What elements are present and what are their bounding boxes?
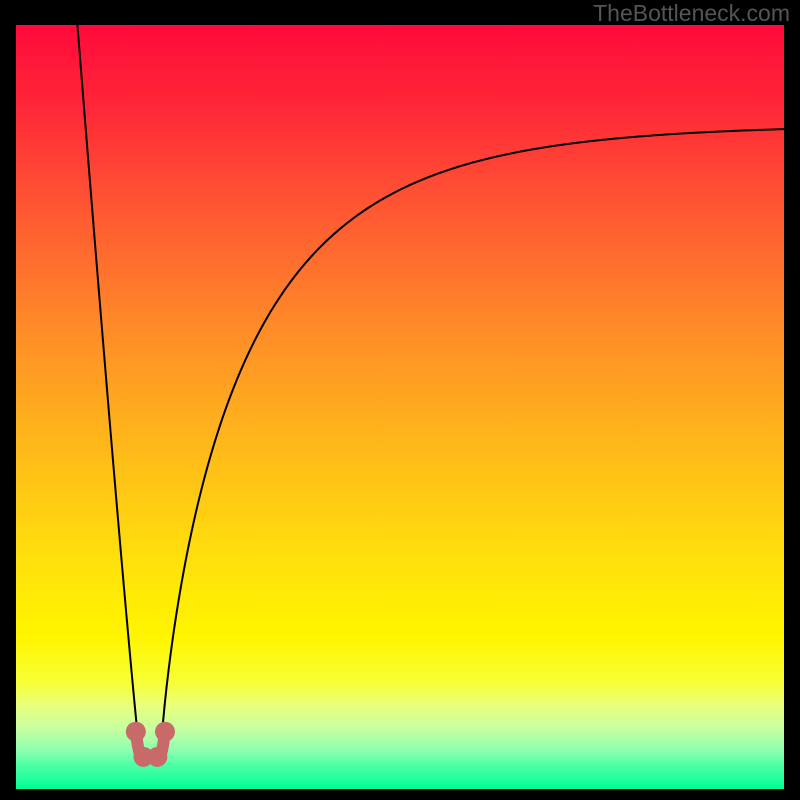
plot-svg	[16, 25, 784, 789]
watermark: TheBottleneck.com	[593, 0, 790, 27]
bottleneck-chart: TheBottleneck.com	[0, 0, 800, 800]
